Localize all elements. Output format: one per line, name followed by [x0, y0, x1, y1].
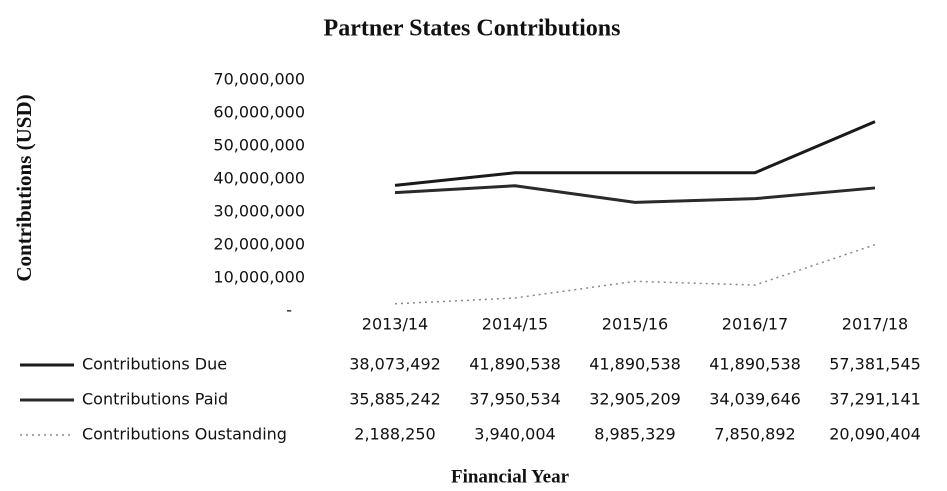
- series-line: [394, 184, 876, 204]
- y-tick-label: 50,000,000: [213, 136, 305, 155]
- legend-label: Contributions Oustanding: [82, 425, 287, 444]
- series-line: [394, 243, 876, 305]
- table-value: 8,985,329: [594, 425, 675, 444]
- x-tick-label: 2016/17: [722, 315, 788, 334]
- table-value: 57,381,545: [829, 355, 921, 374]
- y-tick-label: 20,000,000: [213, 235, 305, 254]
- table-value: 37,950,534: [469, 390, 561, 409]
- x-tick-label: 2015/16: [602, 315, 668, 334]
- table-value: 37,291,141: [829, 390, 921, 409]
- y-tick-label: 40,000,000: [213, 169, 305, 188]
- table-value: 34,039,646: [709, 390, 801, 409]
- x-tick-label: 2014/15: [482, 315, 548, 334]
- table-value: 32,905,209: [589, 390, 681, 409]
- chart-title: Partner States Contributions: [324, 16, 621, 42]
- legend-label: Contributions Due: [82, 355, 227, 374]
- series-line: [394, 120, 876, 187]
- legend-label: Contributions Paid: [82, 390, 228, 409]
- table-value: 41,890,538: [469, 355, 561, 374]
- table-value: 2,188,250: [354, 425, 435, 444]
- y-tick-label: 60,000,000: [213, 103, 305, 122]
- y-tick-label: 30,000,000: [213, 202, 305, 221]
- table-value: 20,090,404: [829, 425, 921, 444]
- table-value: 3,940,004: [474, 425, 555, 444]
- x-tick-label: 2013/14: [362, 315, 428, 334]
- x-axis-title: Financial Year: [451, 466, 570, 487]
- y-tick-label: 10,000,000: [213, 268, 305, 287]
- y-axis-title: Contributions (USD): [12, 94, 36, 281]
- y-tick-label: 70,000,000: [213, 70, 305, 89]
- table-value: 41,890,538: [589, 355, 681, 374]
- x-tick-label: 2017/18: [842, 315, 908, 334]
- table-value: 38,073,492: [349, 355, 441, 374]
- table-value: 7,850,892: [714, 425, 795, 444]
- y-tick-label: -: [286, 301, 292, 320]
- table-value: 35,885,242: [349, 390, 441, 409]
- table-value: 41,890,538: [709, 355, 801, 374]
